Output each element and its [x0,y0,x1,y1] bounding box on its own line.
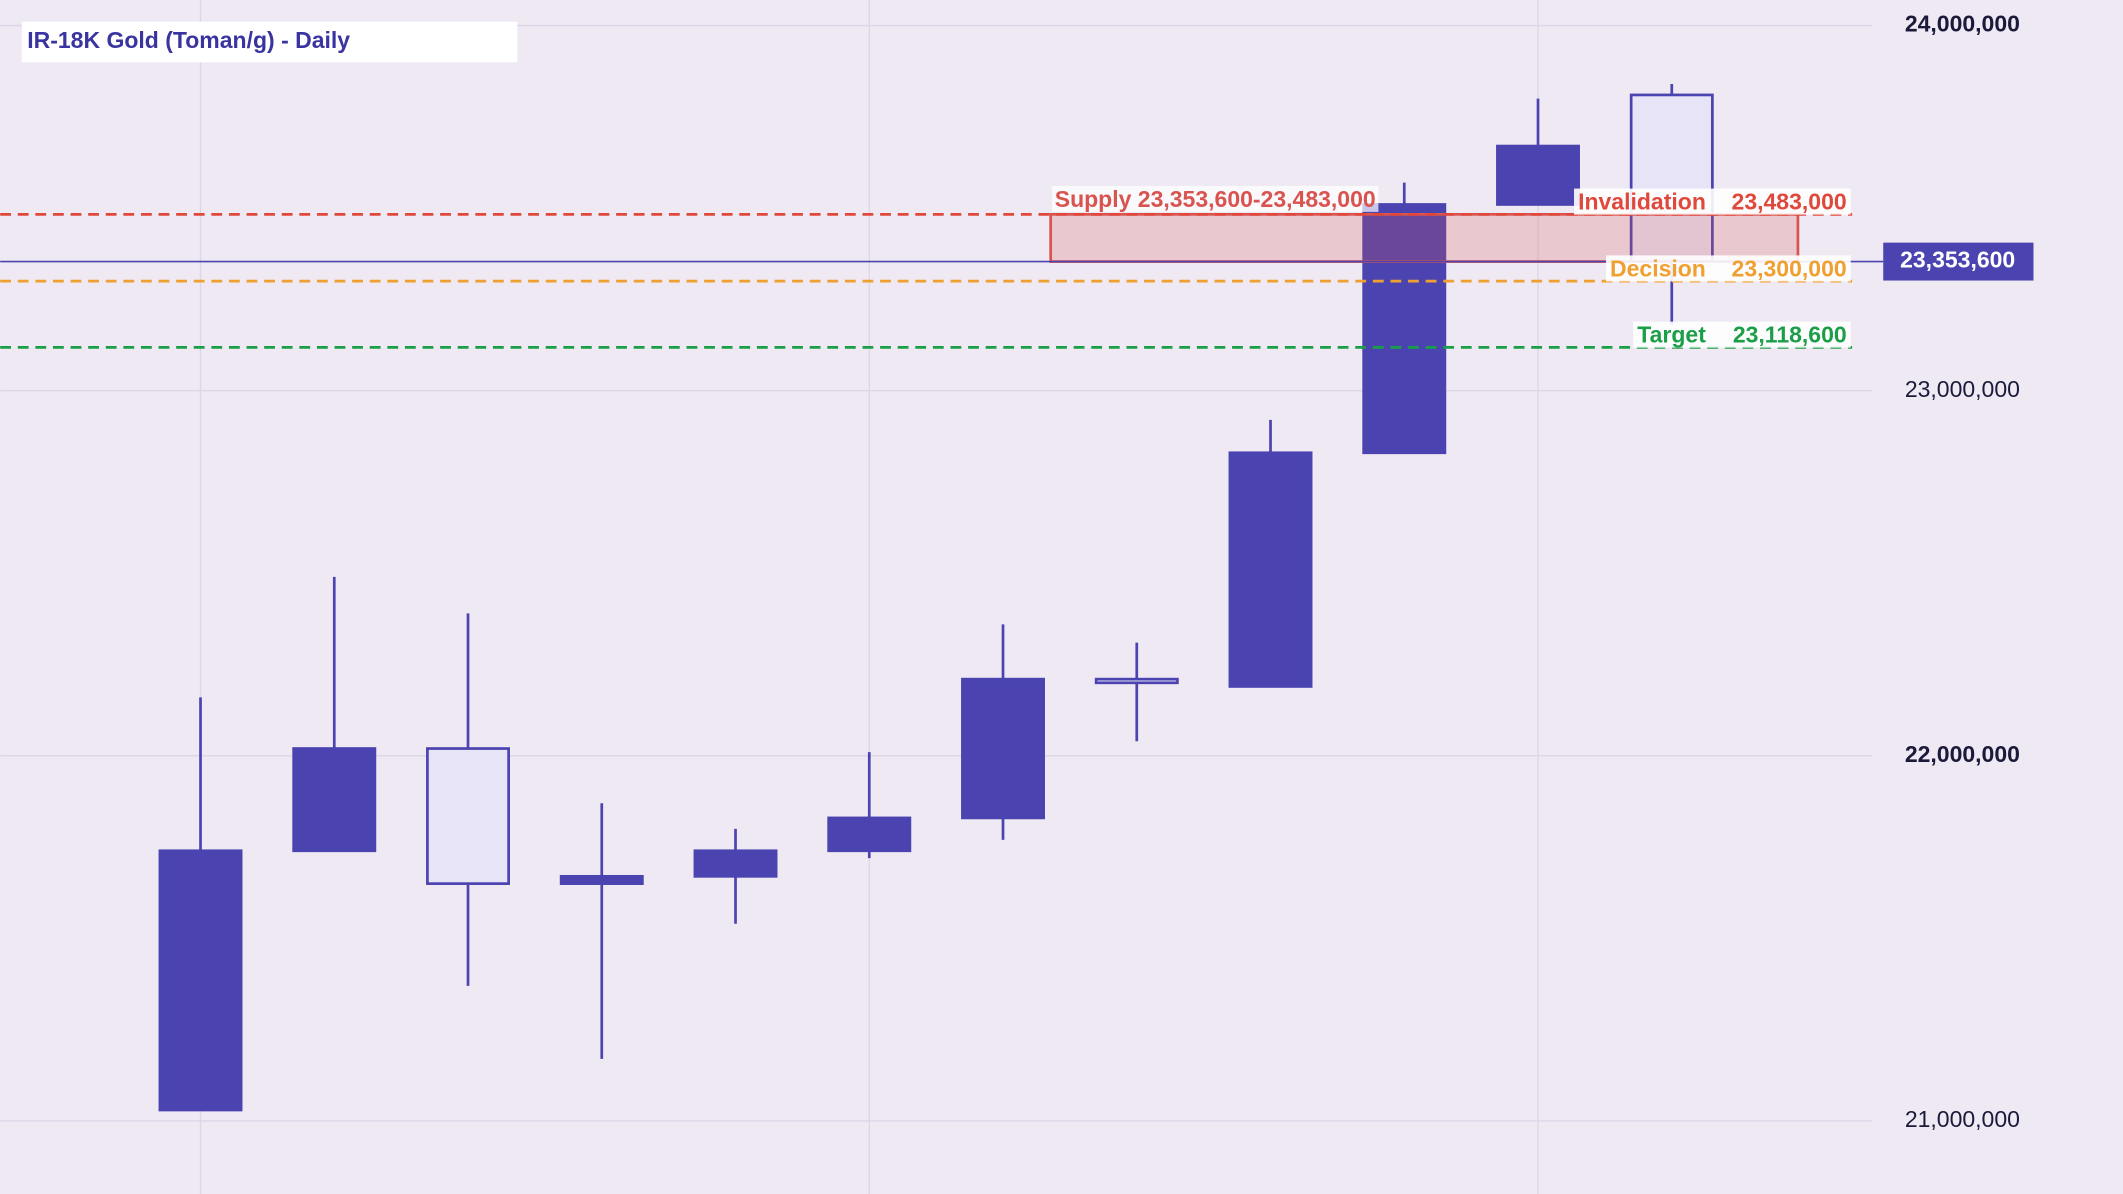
candle-body [693,849,778,878]
candle-body [1228,451,1313,688]
candle-body [961,677,1045,820]
zone-label-bg [1052,185,1379,212]
candle-body [1094,677,1179,685]
chart-title: IR-18K Gold (Toman/g) - Daily [27,27,350,53]
zone-label: Supply 23,353,600-23,483,000 [1055,186,1376,212]
y-tick-label: 23,000,000 [1905,376,2020,402]
level-value: 23,483,000 [1732,189,1847,215]
level-value: 23,300,000 [1732,255,1847,281]
level-name: Invalidation [1578,189,1706,215]
level-label-bg [1605,255,1851,282]
candle-body [1629,93,1714,263]
level-name: Target [1637,322,1706,348]
candle-body [426,747,510,885]
level-label-bg [1574,188,1851,215]
level-label-bg [1633,321,1851,348]
candle-body [559,874,644,885]
level-value: 23,118,600 [1733,322,1847,348]
candle-body [827,816,912,853]
y-tick-label: 22,000,000 [1905,741,2020,767]
last-price-label: 23,353,600 [1900,247,2015,273]
y-tick-label: 24,000,000 [1905,11,2020,37]
candle-body [158,849,243,1112]
last-price-box [1883,242,2034,281]
candle-body [292,747,377,853]
plot [158,83,1714,1112]
candle-body [1496,144,1580,206]
candle-body [1362,203,1447,455]
level-name: Decision [1610,255,1706,281]
supply-zone [1049,212,1800,263]
overlay: 21,000,000 22,000,000 23,000,000 24,000,000… [0,11,2034,1132]
y-tick-label: 21,000,000 [1905,1106,2020,1132]
title-bg [21,21,518,63]
